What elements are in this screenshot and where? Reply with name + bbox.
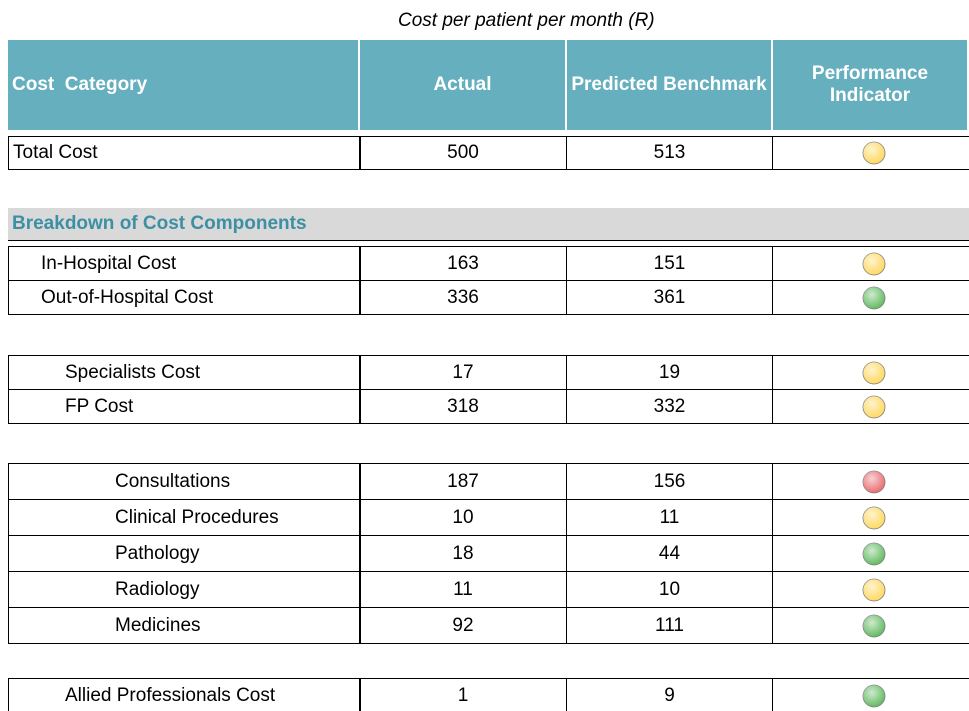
row-label: Medicines: [8, 607, 361, 644]
indicator-shine: [863, 578, 885, 601]
indicator-cell: [772, 607, 969, 644]
indicator: [862, 614, 886, 637]
actual-value: 11: [359, 571, 567, 608]
indicator-cell: [772, 499, 969, 536]
actual-value: 163: [359, 246, 567, 281]
indicator-cell: [772, 355, 969, 390]
benchmark-value: 361: [566, 280, 773, 315]
header-cell: Performance Indicator: [773, 40, 969, 130]
indicator-cell: [772, 280, 969, 315]
indicator: [862, 542, 886, 565]
benchmark-value: 111: [566, 607, 773, 644]
indicator-shine: [863, 252, 885, 275]
benchmark-value: 11: [566, 499, 773, 536]
benchmark-value: 513: [566, 136, 773, 170]
benchmark-value: 332: [566, 389, 773, 424]
row-label: Pathology: [8, 535, 361, 572]
indicator: [862, 361, 886, 384]
row-label: FP Cost: [8, 389, 361, 424]
indicator-cell: [772, 678, 969, 711]
row-label: Specialists Cost: [8, 355, 361, 390]
indicator: [862, 395, 886, 418]
benchmark-value: 151: [566, 246, 773, 281]
row-label: Out-of-Hospital Cost: [8, 280, 361, 315]
indicator: [862, 470, 886, 493]
benchmark-value: 156: [566, 463, 773, 500]
actual-value: 1: [359, 678, 567, 711]
caption: Cost per patient per month (R): [398, 10, 655, 31]
indicator-cell: [772, 571, 969, 608]
indicator-shine: [863, 470, 885, 493]
indicator-cell: [772, 535, 969, 572]
actual-value: 17: [359, 355, 567, 390]
indicator-shine: [863, 506, 885, 529]
indicator: [862, 252, 886, 275]
actual-value: 500: [359, 136, 567, 170]
row-label: Total Cost: [8, 136, 361, 170]
actual-value: 318: [359, 389, 567, 424]
indicator-cell: [772, 246, 969, 281]
indicator: [862, 578, 886, 601]
section-header: Breakdown of Cost Components: [8, 208, 969, 241]
row-label: Consultations: [8, 463, 361, 500]
indicator: [862, 684, 886, 707]
indicator-shine: [863, 614, 885, 637]
actual-value: 10: [359, 499, 567, 536]
actual-value: 187: [359, 463, 567, 500]
indicator-shine: [863, 286, 885, 309]
indicator-shine: [863, 142, 885, 164]
indicator: [862, 286, 886, 309]
row-label: Radiology: [8, 571, 361, 608]
benchmark-value: 9: [566, 678, 773, 711]
indicator-cell: [772, 389, 969, 424]
row-label: In-Hospital Cost: [8, 246, 361, 281]
actual-value: 92: [359, 607, 567, 644]
indicator-cell: [772, 136, 969, 170]
indicator: [862, 141, 886, 165]
actual-value: 336: [359, 280, 567, 315]
indicator-shine: [863, 395, 885, 418]
indicator-cell: [772, 463, 969, 500]
actual-value: 18: [359, 535, 567, 572]
row-label: Clinical Procedures: [8, 499, 361, 536]
benchmark-value: 44: [566, 535, 773, 572]
indicator: [862, 506, 886, 529]
header-cell: Actual: [360, 40, 567, 130]
indicator-shine: [863, 684, 885, 707]
benchmark-value: 10: [566, 571, 773, 608]
header-cell: Predicted Benchmark: [567, 40, 773, 130]
indicator-shine: [863, 542, 885, 565]
benchmark-value: 19: [566, 355, 773, 390]
indicator-shine: [863, 361, 885, 384]
row-label: Allied Professionals Cost: [8, 678, 361, 711]
header-cell: Cost Category: [8, 40, 360, 130]
